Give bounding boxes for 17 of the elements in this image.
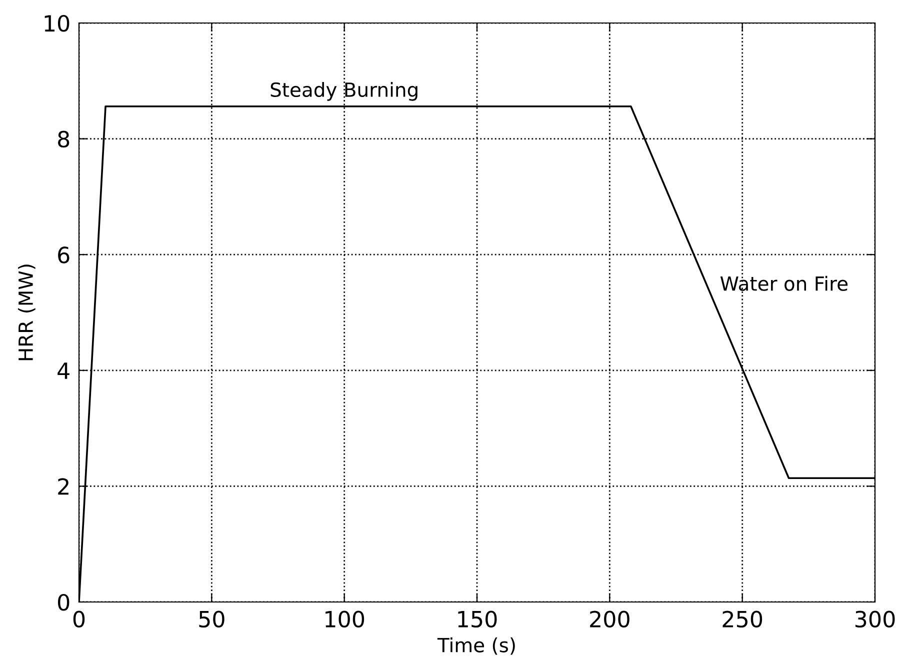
x-tick-label: 50 [199,610,224,628]
x-tick-label: 0 [73,610,85,628]
y-tick-label: 2 [58,478,68,495]
y-tick-label: 4 [58,362,70,379]
x-tick-label: 250 [722,610,762,628]
annotation: Steady Burning [270,82,418,101]
y-tick-label: 8 [58,130,70,148]
x-tick-label: 300 [855,610,895,628]
y-tick-label: 6 [58,246,70,264]
annotation: Water on Fire [720,276,848,291]
x-tick-label: 100 [326,610,364,628]
y-tick-label: 10 [44,14,70,32]
y-axis-title: HRR (MW) [18,264,36,360]
x-tick-label: 200 [590,610,630,628]
x-axis-title: Time (s) [437,637,515,655]
y-tick-label: 0 [58,594,70,611]
x-tick-label: 150 [458,610,497,628]
